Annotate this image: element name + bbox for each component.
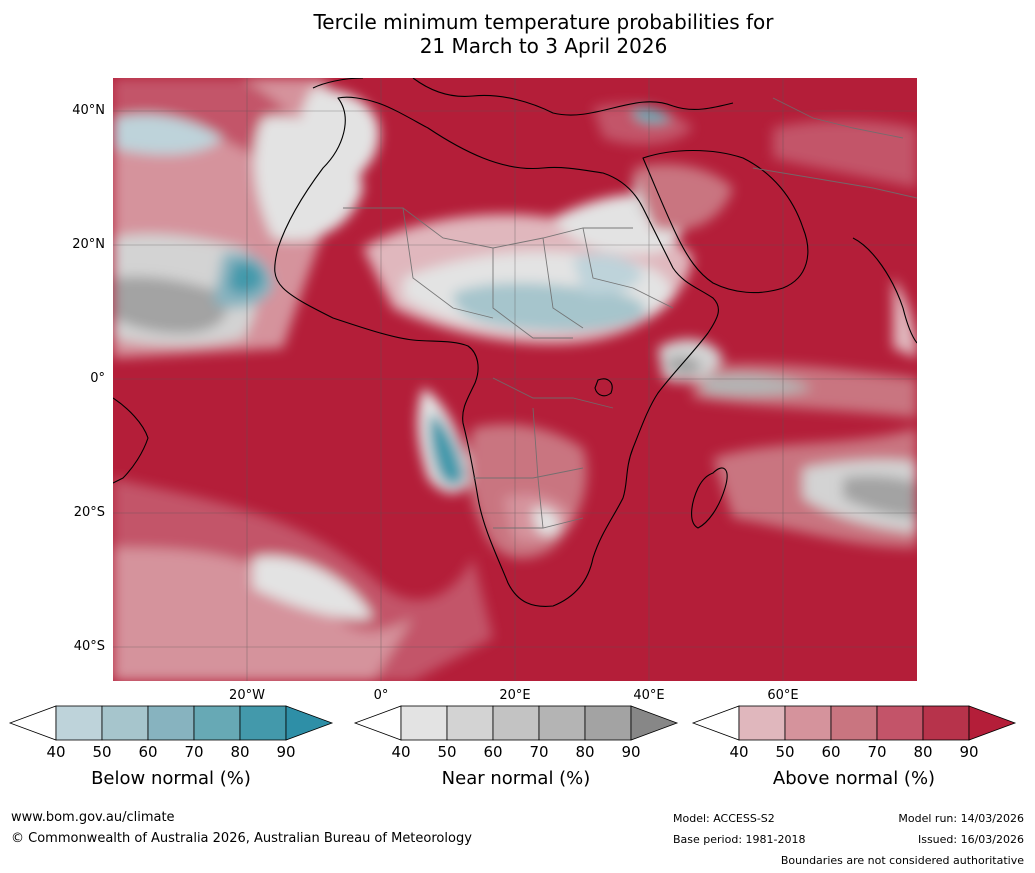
legend-below-tick-60: 60 bbox=[138, 743, 158, 761]
legend-below-swatch-3 bbox=[193, 705, 241, 741]
legend-above-tick-70: 70 bbox=[867, 743, 887, 761]
legend-near-tick-90: 90 bbox=[621, 743, 641, 761]
legend-above-title: Above normal (%) bbox=[772, 768, 936, 789]
map-canvas bbox=[113, 78, 917, 681]
legend-near-normal bbox=[353, 705, 679, 741]
legend-below-swatch-2 bbox=[147, 705, 195, 741]
legend-above-swatch-0 bbox=[738, 705, 786, 741]
lat-label-0: 0° bbox=[90, 371, 105, 386]
website-link[interactable]: www.bom.gov.au/climate bbox=[11, 810, 175, 825]
legend-above-swatch-2 bbox=[830, 705, 878, 741]
legend-above-tick-60: 60 bbox=[821, 743, 841, 761]
legend-below-tick-80: 80 bbox=[230, 743, 250, 761]
legend-above-swatch-5 bbox=[968, 705, 1017, 741]
chart-title: Tercile minimum temperature probabilitie… bbox=[0, 10, 1035, 58]
legend-above-swatch-3 bbox=[876, 705, 924, 741]
legend-above-tick-40: 40 bbox=[729, 743, 749, 761]
legend-above-tick-90: 90 bbox=[959, 743, 979, 761]
title-line-1: Tercile minimum temperature probabilitie… bbox=[313, 10, 774, 34]
legend-near-swatch-2 bbox=[492, 705, 540, 741]
lat-label-40n: 40°N bbox=[72, 103, 105, 118]
legend-near-tick-40: 40 bbox=[391, 743, 411, 761]
legend-near-title: Near normal (%) bbox=[441, 768, 591, 789]
lat-label-40s: 40°S bbox=[73, 639, 105, 654]
lon-label-20e: 20°E bbox=[499, 688, 531, 703]
legend-above-tick-80: 80 bbox=[913, 743, 933, 761]
legend-below-normal-bar bbox=[8, 705, 334, 741]
legend-below-swatch-1 bbox=[101, 705, 149, 741]
probability-field bbox=[113, 78, 917, 681]
legend-below-tick-50: 50 bbox=[92, 743, 112, 761]
legend-above-swatch-1 bbox=[784, 705, 832, 741]
legend-near-swatch-0 bbox=[400, 705, 448, 741]
base-period: Base period: 1981-2018 bbox=[673, 833, 806, 846]
lon-label-0: 0° bbox=[373, 688, 389, 703]
issued-date: Issued: 16/03/2026 bbox=[917, 833, 1024, 846]
legend-near-tick-60: 60 bbox=[483, 743, 503, 761]
legend-below-swatch-5 bbox=[285, 705, 334, 741]
coastlines bbox=[113, 78, 917, 607]
lat-label-20s: 20°S bbox=[73, 505, 105, 520]
country-borders bbox=[343, 97, 917, 529]
model-run-date: Model run: 14/03/2026 bbox=[898, 812, 1024, 825]
legend-below-swatch-0 bbox=[55, 705, 103, 741]
legend-near-swatch-1 bbox=[446, 705, 494, 741]
lat-label-20n: 20°N bbox=[72, 237, 105, 252]
legend-near-normal-bar bbox=[353, 705, 679, 741]
legend-above-swatch-4 bbox=[922, 705, 970, 741]
graticule bbox=[113, 78, 917, 681]
copyright-notice: © Commonwealth of Australia 2026, Austra… bbox=[11, 831, 472, 846]
legend-above-normal-bar bbox=[691, 705, 1017, 741]
legend-below-normal bbox=[8, 705, 334, 741]
legend-near-swatch-3 bbox=[538, 705, 586, 741]
legend-near-swatch-5 bbox=[630, 705, 679, 741]
legend-near-tick-80: 80 bbox=[575, 743, 595, 761]
legend-near-swatch-4 bbox=[584, 705, 632, 741]
legend-below-tick-40: 40 bbox=[46, 743, 66, 761]
probability-map bbox=[113, 78, 917, 681]
legend-above-tick-50: 50 bbox=[775, 743, 795, 761]
legend-below-title: Below normal (%) bbox=[91, 768, 251, 789]
legend-below-tick-70: 70 bbox=[184, 743, 204, 761]
legend-near-tick-70: 70 bbox=[529, 743, 549, 761]
model-name: Model: ACCESS-S2 bbox=[673, 812, 775, 825]
lon-label-60e: 60°E bbox=[767, 688, 799, 703]
legend-near-tick-50: 50 bbox=[437, 743, 457, 761]
lon-label-20w: 20°W bbox=[229, 688, 265, 703]
title-line-2: 21 March to 3 April 2026 bbox=[419, 34, 668, 58]
legend-below-tick-90: 90 bbox=[276, 743, 296, 761]
legend-below-swatch-4 bbox=[239, 705, 287, 741]
lon-label-40e: 40°E bbox=[633, 688, 665, 703]
boundaries-disclaimer: Boundaries are not considered authoritat… bbox=[780, 854, 1024, 867]
legend-above-normal bbox=[691, 705, 1017, 741]
